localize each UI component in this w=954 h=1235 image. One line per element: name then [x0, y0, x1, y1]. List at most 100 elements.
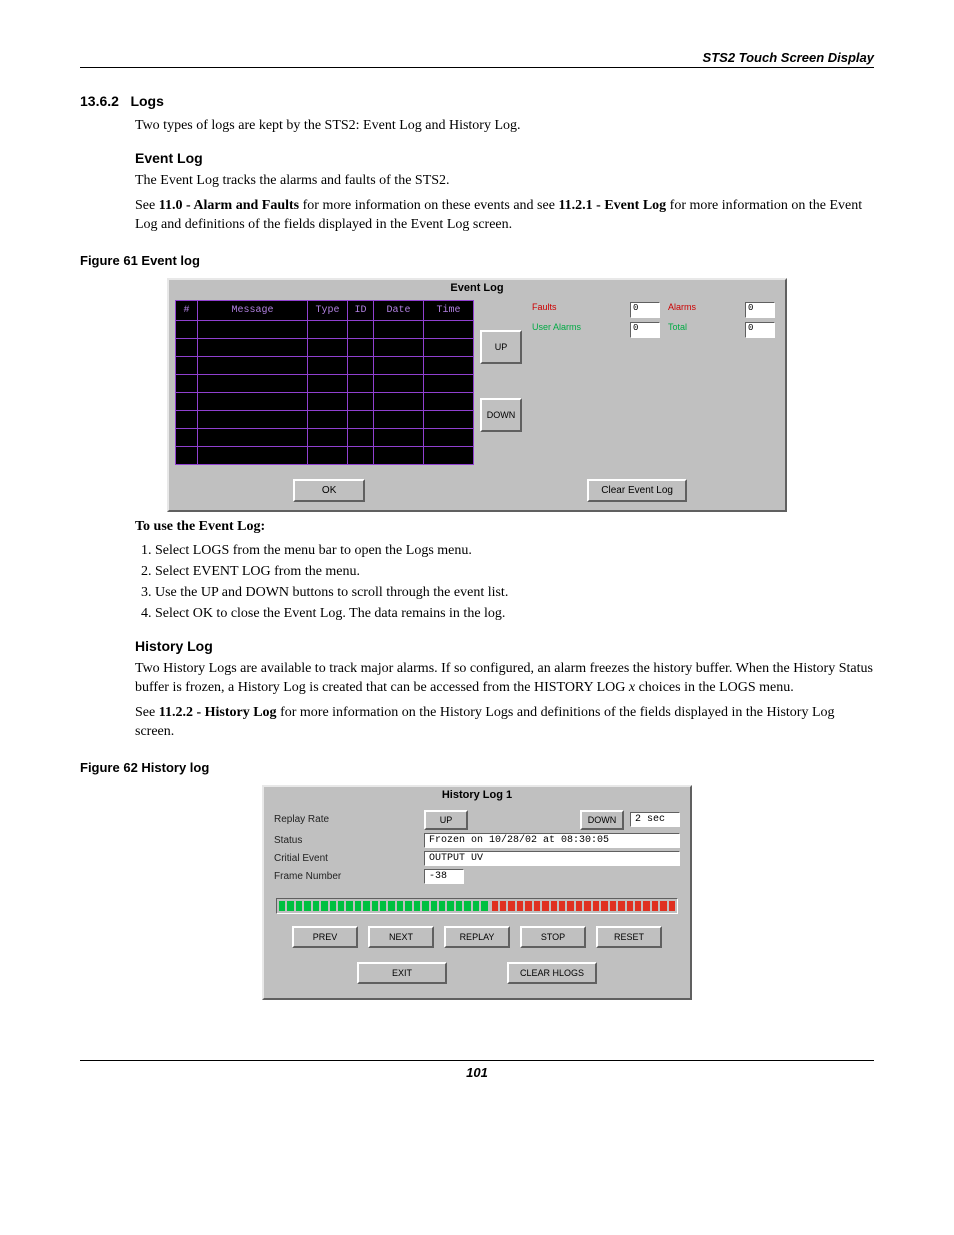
- table-cell: [308, 446, 348, 464]
- history-log-panel: History Log 1 Replay Rate UP DOWN 2 sec …: [262, 785, 692, 1000]
- table-cell: [348, 392, 374, 410]
- user-alarms-value: 0: [630, 322, 660, 338]
- table-row: [176, 320, 474, 338]
- table-header-row: # Message Type ID Date Time: [176, 300, 474, 320]
- table-cell: [176, 392, 198, 410]
- table-cell: [424, 338, 474, 356]
- ref-11-0: 11.0 - Alarm and Faults: [159, 198, 299, 213]
- table-cell: [424, 446, 474, 464]
- col-message: Message: [198, 300, 308, 320]
- table-row: [176, 410, 474, 428]
- col-num: #: [176, 300, 198, 320]
- event-log-heading: Event Log: [135, 150, 874, 166]
- table-cell: [308, 428, 348, 446]
- text: See: [135, 705, 159, 720]
- table-row: [176, 446, 474, 464]
- up-button[interactable]: UP: [480, 330, 522, 364]
- table-cell: [424, 428, 474, 446]
- rate-down-button[interactable]: DOWN: [580, 810, 624, 830]
- table-cell: [308, 338, 348, 356]
- table-cell: [176, 320, 198, 338]
- table-cell: [374, 374, 424, 392]
- table-cell: [348, 446, 374, 464]
- event-log-title: Event Log: [169, 280, 785, 296]
- down-button[interactable]: DOWN: [480, 398, 522, 432]
- table-cell: [424, 320, 474, 338]
- clear-hlogs-button[interactable]: CLEAR HLOGS: [507, 962, 597, 984]
- frame-number-value: -38: [424, 869, 464, 884]
- ok-button[interactable]: OK: [293, 479, 365, 502]
- prev-button[interactable]: PREV: [292, 926, 358, 948]
- section-title: Logs: [130, 93, 163, 109]
- table-cell: [198, 356, 308, 374]
- table-cell: [176, 428, 198, 446]
- ref-11-2-1: 11.2.1 - Event Log: [558, 198, 666, 213]
- list-item: Select EVENT LOG from the menu.: [155, 563, 874, 582]
- table-cell: [374, 410, 424, 428]
- table-cell: [176, 374, 198, 392]
- text: for more information on these events and…: [299, 198, 558, 213]
- table-cell: [348, 374, 374, 392]
- table-cell: [348, 320, 374, 338]
- table-cell: [308, 392, 348, 410]
- event-log-table: # Message Type ID Date Time: [175, 300, 474, 465]
- table-row: [176, 428, 474, 446]
- table-cell: [176, 356, 198, 374]
- howto-heading: To use the Event Log:: [135, 518, 874, 537]
- faults-value: 0: [630, 302, 660, 318]
- table-cell: [308, 320, 348, 338]
- table-row: [176, 338, 474, 356]
- table-cell: [308, 410, 348, 428]
- table-cell: [374, 356, 424, 374]
- section-intro: Two types of logs are kept by the STS2: …: [135, 117, 874, 136]
- history-progress-bar: [276, 898, 678, 914]
- progress-red-segment: [490, 899, 677, 913]
- table-cell: [198, 320, 308, 338]
- critical-event-label: Critial Event: [274, 853, 424, 864]
- ref-11-2-2: 11.2.2 - History Log: [159, 705, 277, 720]
- table-cell: [424, 374, 474, 392]
- progress-green-segment: [277, 899, 490, 913]
- text: See: [135, 198, 159, 213]
- table-cell: [374, 428, 424, 446]
- table-cell: [198, 392, 308, 410]
- section-number: 13.6.2: [80, 93, 119, 109]
- table-cell: [176, 446, 198, 464]
- exit-button[interactable]: EXIT: [357, 962, 447, 984]
- stats-grid: Faults 0 Alarms 0 User Alarms 0 Total 0: [528, 300, 779, 465]
- reset-button[interactable]: RESET: [596, 926, 662, 948]
- replay-button[interactable]: REPLAY: [444, 926, 510, 948]
- table-row: [176, 374, 474, 392]
- table-row: [176, 392, 474, 410]
- table-cell: [308, 374, 348, 392]
- replay-rate-label: Replay Rate: [274, 814, 424, 825]
- user-alarms-label: User Alarms: [532, 322, 622, 338]
- table-cell: [424, 392, 474, 410]
- table-cell: [198, 446, 308, 464]
- table-cell: [374, 320, 424, 338]
- list-item: Select OK to close the Event Log. The da…: [155, 605, 874, 624]
- table-cell: [176, 410, 198, 428]
- table-cell: [424, 410, 474, 428]
- col-date: Date: [374, 300, 424, 320]
- col-id: ID: [348, 300, 374, 320]
- history-log-p2: See 11.2.2 - History Log for more inform…: [135, 704, 874, 742]
- rate-up-button[interactable]: UP: [424, 810, 468, 830]
- frame-number-label: Frame Number: [274, 871, 424, 882]
- table-cell: [308, 356, 348, 374]
- clear-event-log-button[interactable]: Clear Event Log: [587, 479, 687, 502]
- table-cell: [374, 446, 424, 464]
- running-header: STS2 Touch Screen Display: [80, 50, 874, 68]
- total-value: 0: [745, 322, 775, 338]
- status-value: Frozen on 10/28/02 at 08:30:05: [424, 833, 680, 848]
- total-label: Total: [668, 322, 737, 338]
- stop-button[interactable]: STOP: [520, 926, 586, 948]
- table-cell: [198, 428, 308, 446]
- faults-label: Faults: [532, 302, 622, 318]
- table-cell: [424, 356, 474, 374]
- next-button[interactable]: NEXT: [368, 926, 434, 948]
- table-cell: [374, 392, 424, 410]
- alarms-value: 0: [745, 302, 775, 318]
- table-cell: [176, 338, 198, 356]
- list-item: Select LOGS from the menu bar to open th…: [155, 542, 874, 561]
